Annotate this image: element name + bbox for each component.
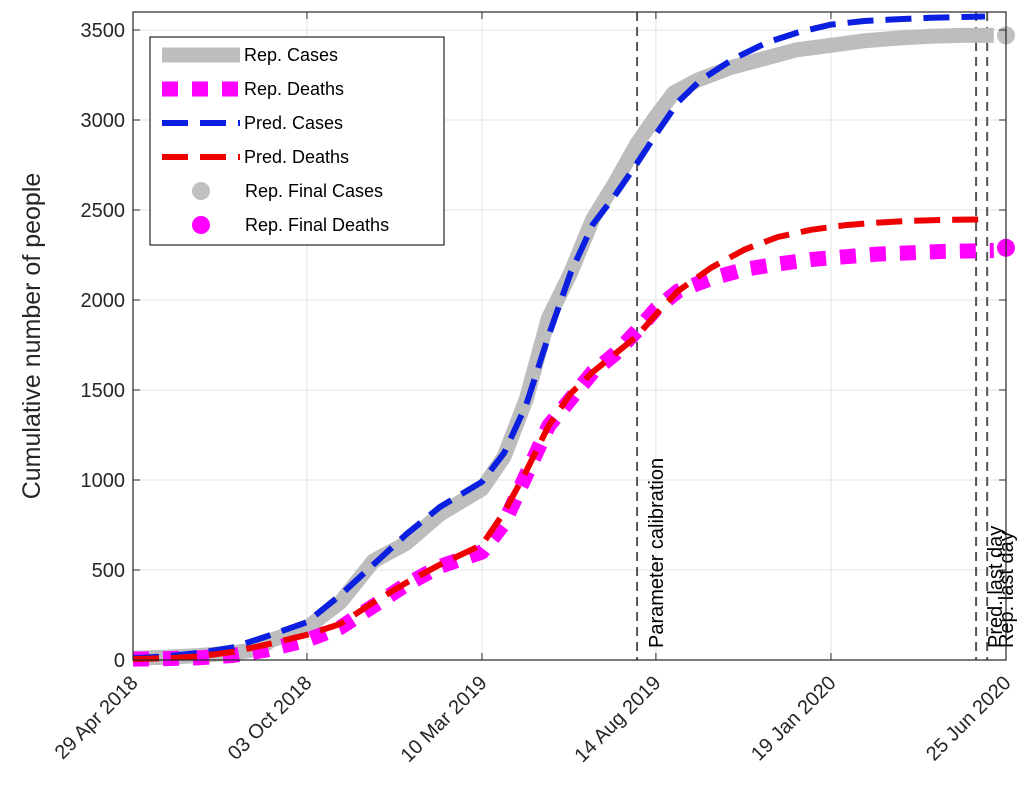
series-line-rep-deaths: [132, 243, 994, 667]
vertical-marker-label: Rep. last day: [996, 531, 1018, 648]
x-tick-label: 10 Mar 2019: [397, 672, 492, 767]
legend-label: Pred. Cases: [244, 113, 343, 133]
legend-label: Pred. Deaths: [244, 147, 349, 167]
legend-marker: [192, 182, 210, 200]
y-tick-label: 2000: [81, 290, 126, 312]
legend-box: [149, 36, 445, 246]
x-tick-label: 03 Oct 2018: [224, 672, 317, 765]
legend-label: Rep. Final Cases: [245, 181, 383, 201]
legend-marker: [192, 216, 210, 234]
y-axis-label: Cumulative number of people: [18, 173, 46, 500]
x-tick-label: 14 Aug 2019: [570, 672, 665, 767]
y-tick-label: 500: [92, 560, 125, 582]
axes-box: [132, 11, 1007, 661]
y-tick-label: 3000: [81, 110, 126, 132]
x-tick-label: 25 Jun 2020: [922, 672, 1015, 765]
legend: Rep. Cases Rep. Deaths Pred. Cases Pred. De…: [149, 36, 445, 246]
x-tick-label: 19 Jan 2020: [747, 672, 840, 765]
y-tick-label: 1000: [81, 470, 126, 492]
legend-label: Rep. Deaths: [244, 79, 344, 99]
series-line-pred-cases: [132, 13, 986, 662]
y-tick-label: 1500: [81, 380, 126, 402]
x-tick-label: 29 Apr 2018: [51, 672, 143, 764]
y-tick-label: 0: [114, 650, 125, 672]
legend-label: Rep. Cases: [244, 45, 338, 65]
vertical-markers: Parameter calibration Pred. last dayRep. …: [636, 12, 1018, 660]
vertical-marker-label: Pred. last day: [985, 526, 1007, 648]
series-line-pred-deaths: [132, 216, 986, 663]
series-lines: [132, 13, 994, 667]
y-tick-label: 3500: [81, 20, 126, 42]
y-tick-label: 2500: [81, 200, 126, 222]
vertical-marker-label: Parameter calibration: [646, 458, 668, 648]
legend-label: Rep. Final Deaths: [245, 215, 389, 235]
